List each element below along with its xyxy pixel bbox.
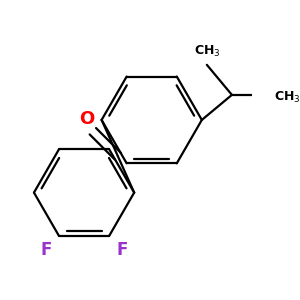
Text: CH$_3$: CH$_3$ (274, 90, 300, 105)
Text: F: F (117, 241, 128, 259)
Text: CH$_3$: CH$_3$ (194, 44, 220, 59)
Text: F: F (40, 241, 52, 259)
Text: O: O (79, 110, 94, 128)
